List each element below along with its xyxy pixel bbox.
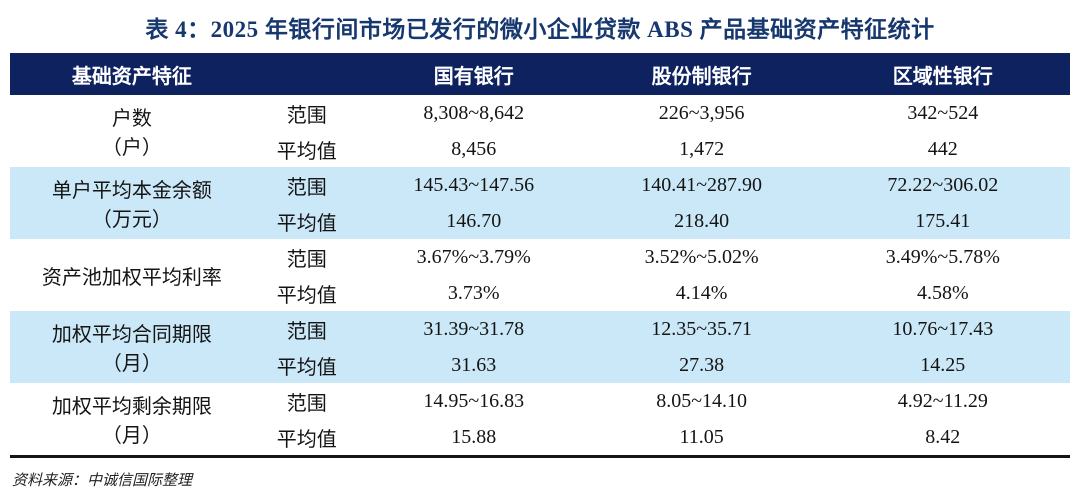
cell-range-value: 72.22~306.02	[887, 173, 999, 196]
stat-label-range: 范围	[286, 104, 327, 127]
table-row: 平均值 146.70 218.40 175.41	[10, 203, 1070, 239]
header-stat-spacer	[253, 53, 360, 95]
cell-range-value: 10.76~17.43	[892, 317, 994, 340]
cell-mean-value: 11.05	[679, 425, 724, 448]
stat-label-range: 范围	[286, 320, 327, 343]
cell-mean-value: 31.63	[451, 353, 497, 376]
row-label: 加权平均合同期限 （月）	[10, 311, 254, 383]
cell-range-value: 8,308~8,642	[423, 101, 525, 124]
cell-mean-value: 4.58%	[916, 281, 969, 304]
row-label-unit: （月）	[101, 353, 162, 375]
cell-range-value: 342~524	[907, 101, 979, 124]
cell-range-value: 3.67%~3.79%	[416, 245, 531, 268]
cell-mean-value: 14.25	[920, 353, 966, 376]
table-row: 平均值 31.63 27.38 14.25	[10, 347, 1070, 383]
table-row: 加权平均剩余期限 （月） 范围 14.95~16.83 8.05~14.10 4…	[10, 383, 1070, 448]
cell-range-value: 14.95~16.83	[423, 389, 525, 412]
row-label-unit: （户）	[101, 137, 162, 159]
cell-mean-value: 15.88	[451, 425, 497, 448]
cell-mean-value: 1,472	[679, 137, 725, 160]
cell-range-value: 12.35~35.71	[651, 317, 753, 340]
cell-range-value: 226~3,956	[658, 101, 745, 124]
row-label: 资产池加权平均利率	[10, 239, 254, 311]
table-row: 单户平均本金余额 （万元） 范围 145.43~147.56 140.41~28…	[10, 167, 1070, 232]
header-bank-state-owned: 国有银行	[359, 53, 588, 95]
table-row: 资产池加权平均利率 范围 3.67%~3.79% 3.52%~5.02% 3.4…	[10, 239, 1070, 289]
row-label-name: 单户平均本金余额	[51, 180, 212, 202]
row-label: 加权平均剩余期限 （月）	[10, 383, 254, 457]
cell-mean-value: 175.41	[915, 209, 971, 232]
table-row: 平均值 8,456 1,472 442	[10, 131, 1070, 167]
table-header: 基础资产特征 国有银行 股份制银行 区域性银行	[10, 53, 1070, 95]
group-household-count: 户数 （户） 范围 8,308~8,642 226~3,956 342~524 …	[10, 95, 1070, 167]
source-note: 资料来源：中诚信国际整理	[12, 473, 193, 489]
header-bank-joint-stock: 股份制银行	[587, 53, 816, 95]
header-row: 基础资产特征 国有银行 股份制银行 区域性银行	[10, 53, 1070, 95]
stat-label-range: 范围	[286, 248, 327, 271]
cell-mean-value: 4.14%	[675, 281, 728, 304]
group-avg-principal-balance: 单户平均本金余额 （万元） 范围 145.43~147.56 140.41~28…	[10, 167, 1070, 239]
table-row: 户数 （户） 范围 8,308~8,642 226~3,956 342~524	[10, 95, 1070, 160]
table-title: 表 4：2025 年银行间市场已发行的微小企业贷款 ABS 产品基础资产特征统计	[145, 17, 935, 42]
group-weighted-avg-contract-term: 加权平均合同期限 （月） 范围 31.39~31.78 12.35~35.71 …	[10, 311, 1070, 383]
row-label-unit: （万元）	[91, 209, 172, 231]
row-label: 户数 （户）	[10, 95, 254, 167]
stat-label-mean: 平均值	[276, 284, 337, 307]
cell-mean-value: 3.73%	[447, 281, 500, 304]
table-row: 加权平均合同期限 （月） 范围 31.39~31.78 12.35~35.71 …	[10, 311, 1070, 376]
cell-range-value: 145.43~147.56	[413, 173, 535, 196]
cell-mean-value: 442	[927, 137, 958, 160]
cell-mean-value: 146.70	[446, 209, 502, 232]
cell-mean-value: 27.38	[679, 353, 725, 376]
stat-label-mean: 平均值	[276, 428, 337, 451]
abs-asset-characteristics-table: 基础资产特征 国有银行 股份制银行 区域性银行 户数 （户） 范围 8,308~…	[10, 53, 1070, 458]
cell-range-value: 4.92~11.29	[897, 389, 988, 412]
row-label: 单户平均本金余额 （万元）	[10, 167, 254, 239]
header-bank-regional: 区域性银行	[815, 53, 1070, 95]
row-label-name: 资产池加权平均利率	[41, 266, 222, 289]
stat-label-mean: 平均值	[276, 212, 337, 235]
group-weighted-avg-remaining-term: 加权平均剩余期限 （月） 范围 14.95~16.83 8.05~14.10 4…	[10, 383, 1070, 457]
cell-range-value: 140.41~287.90	[641, 173, 763, 196]
group-weighted-avg-rate: 资产池加权平均利率 范围 3.67%~3.79% 3.52%~5.02% 3.4…	[10, 239, 1070, 311]
row-label-name: 加权平均剩余期限	[51, 396, 212, 418]
cell-range-value: 8.05~14.10	[656, 389, 748, 412]
table-row: 平均值 15.88 11.05 8.42	[10, 419, 1070, 457]
stat-label-range: 范围	[286, 176, 327, 199]
table-row: 平均值 3.73% 4.14% 4.58%	[10, 275, 1070, 311]
cell-range-value: 3.52%~5.02%	[644, 245, 759, 268]
cell-range-value: 31.39~31.78	[423, 317, 525, 340]
cell-mean-value: 8,456	[451, 137, 497, 160]
stat-label-range: 范围	[286, 392, 327, 415]
stat-label-mean: 平均值	[276, 140, 337, 163]
cell-range-value: 3.49%~5.78%	[885, 245, 1000, 268]
row-label-unit: （月）	[101, 425, 162, 447]
stat-label-mean: 平均值	[276, 356, 337, 379]
row-label-name: 加权平均合同期限	[51, 324, 212, 346]
cell-mean-value: 8.42	[925, 425, 961, 448]
header-feature: 基础资产特征	[10, 53, 254, 95]
cell-mean-value: 218.40	[674, 209, 730, 232]
row-label-name: 户数	[111, 108, 152, 130]
